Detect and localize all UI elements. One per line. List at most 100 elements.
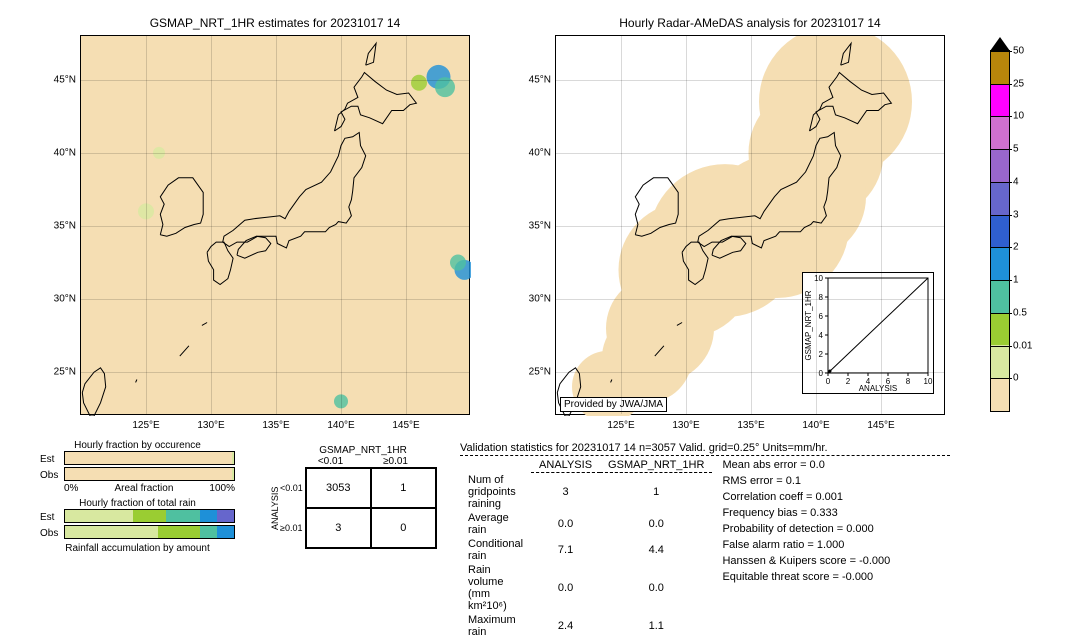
colorbar-tick: 0.5 <box>1013 307 1027 318</box>
cell-01: 1 <box>371 468 436 508</box>
xtick-label: 135°E <box>737 420 764 431</box>
occurence-title: Hourly fraction by occurence <box>40 440 235 451</box>
validation-group: Validation statistics for 20231017 14 n=… <box>460 442 950 639</box>
ytick-label: 30°N <box>516 294 551 305</box>
colorbar-tick: 0 <box>1013 373 1019 384</box>
obs-label: Obs <box>40 470 60 481</box>
totalrain-title: Hourly fraction of total rain <box>40 498 235 509</box>
left-map: 125°E130°E135°E140°E145°E25°N30°N35°N40°… <box>80 35 470 415</box>
validation-title: Validation statistics for 20231017 14 n=… <box>460 442 950 456</box>
xtick-label: 130°E <box>672 420 699 431</box>
right-map-title: Hourly Radar-AMeDAS analysis for 2023101… <box>555 16 945 30</box>
xtick-label: 130°E <box>197 420 224 431</box>
svg-text:ANALYSIS: ANALYSIS <box>859 384 898 393</box>
colorbar-tick: 2 <box>1013 242 1019 253</box>
val-row-b: 4.4 <box>600 537 712 563</box>
svg-text:2: 2 <box>846 377 851 386</box>
xtick-label: 140°E <box>802 420 829 431</box>
stat-line: Correlation coeff = 0.001 <box>722 490 950 506</box>
ytick-label: 25°N <box>41 367 76 378</box>
totalrain-obs-bar <box>64 525 235 539</box>
val-row-a: 0.0 <box>531 563 600 613</box>
matrix-col-1: ≥0.01 <box>363 456 428 467</box>
colorbar: 502510543210.50.010 <box>990 50 1010 412</box>
colorbar-tick: 25 <box>1013 78 1024 89</box>
colorbar-tick: 0.01 <box>1013 340 1032 351</box>
val-row-a: 3 <box>531 473 600 511</box>
est-label: Est <box>40 454 60 465</box>
xtick-label: 125°E <box>607 420 634 431</box>
contingency-group: GSMAP_NRT_1HR <0.01 ≥0.01 ANALYSIS <0.01… <box>270 445 437 549</box>
val-row-a: 0.0 <box>531 511 600 537</box>
xtick-0: 0% <box>64 483 78 494</box>
stat-line: Probability of detection = 0.000 <box>722 522 950 538</box>
colorbar-tick: 50 <box>1013 46 1024 57</box>
xtick-label: 140°E <box>327 420 354 431</box>
colorbar-tick: 10 <box>1013 111 1024 122</box>
svg-text:10: 10 <box>924 377 933 386</box>
scatter-plot: 00224466881010ANALYSISGSMAP_NRT_1HR <box>803 273 933 393</box>
occurence-est-bar <box>64 451 235 465</box>
val-row-a: 2.4 <box>531 613 600 639</box>
val-row-label: Maximum rain <box>460 613 531 639</box>
matrix-row-0: <0.01 <box>280 483 303 493</box>
val-row-b: 0.0 <box>600 511 712 537</box>
cell-00: 3053 <box>306 468 371 508</box>
ytick-label: 45°N <box>41 74 76 85</box>
matrix-col-0: <0.01 <box>298 456 363 467</box>
matrix-ylabel: ANALYSIS <box>270 468 280 548</box>
obs-label-2: Obs <box>40 528 60 539</box>
scatter-inset: 00224466881010ANALYSISGSMAP_NRT_1HR <box>802 272 934 394</box>
fraction-bars-group: Hourly fraction by occurence Est Obs 0% … <box>40 440 235 554</box>
val-row-b: 1 <box>600 473 712 511</box>
stat-line: Frequency bias = 0.333 <box>722 506 950 522</box>
ytick-label: 40°N <box>516 147 551 158</box>
cell-11: 0 <box>371 508 436 548</box>
right-map: Provided by JWA/JMA 00224466881010ANALYS… <box>555 35 945 415</box>
provided-by-label: Provided by JWA/JMA <box>560 397 667 412</box>
xtick-100: 100% <box>209 483 235 494</box>
stat-line: False alarm ratio = 1.000 <box>722 538 950 554</box>
val-row-label: Rain volume (mm km²10⁶) <box>460 563 531 613</box>
stat-line: RMS error = 0.1 <box>722 474 950 490</box>
colorbar-tick: 4 <box>1013 176 1019 187</box>
svg-text:GSMAP_NRT_1HR: GSMAP_NRT_1HR <box>804 290 813 360</box>
ytick-label: 25°N <box>516 367 551 378</box>
stat-line: Equitable threat score = -0.000 <box>722 570 950 586</box>
colorbar-tick: 5 <box>1013 144 1019 155</box>
xtick-label: 125°E <box>132 420 159 431</box>
val-row-label: Average rain <box>460 511 531 537</box>
val-row-label: Conditional rain <box>460 537 531 563</box>
totalrain-est-bar <box>64 509 235 523</box>
xtick-label: 145°E <box>392 420 419 431</box>
val-col-analysis: ANALYSIS <box>531 458 600 473</box>
val-row-b: 1.1 <box>600 613 712 639</box>
stat-line: Mean abs error = 0.0 <box>722 458 950 474</box>
val-row-b: 0.0 <box>600 563 712 613</box>
svg-text:8: 8 <box>819 293 824 302</box>
svg-text:0: 0 <box>826 377 831 386</box>
svg-text:8: 8 <box>906 377 911 386</box>
validation-stats-list: Mean abs error = 0.0RMS error = 0.1Corre… <box>722 458 950 639</box>
areal-fraction-label: Areal fraction <box>114 483 173 494</box>
val-row-a: 7.1 <box>531 537 600 563</box>
matrix-row-1: ≥0.01 <box>280 523 303 533</box>
svg-text:2: 2 <box>819 350 824 359</box>
colorbar-tick: 1 <box>1013 275 1019 286</box>
xtick-label: 135°E <box>262 420 289 431</box>
ytick-label: 45°N <box>516 74 551 85</box>
contingency-matrix: 3053 1 3 0 <box>305 467 437 549</box>
svg-text:6: 6 <box>819 312 824 321</box>
colorbar-overflow-arrow <box>990 37 1010 51</box>
val-row-label: Num of gridpoints raining <box>460 473 531 511</box>
xtick-label: 145°E <box>867 420 894 431</box>
cell-10: 3 <box>306 508 371 548</box>
val-col-gsmap: GSMAP_NRT_1HR <box>600 458 712 473</box>
occurence-obs-bar <box>64 467 235 481</box>
ytick-label: 40°N <box>41 147 76 158</box>
ytick-label: 30°N <box>41 294 76 305</box>
accumulation-title: Rainfall accumulation by amount <box>40 543 235 554</box>
matrix-xlabel: GSMAP_NRT_1HR <box>298 445 428 456</box>
ytick-label: 35°N <box>41 221 76 232</box>
svg-text:0: 0 <box>819 369 824 378</box>
